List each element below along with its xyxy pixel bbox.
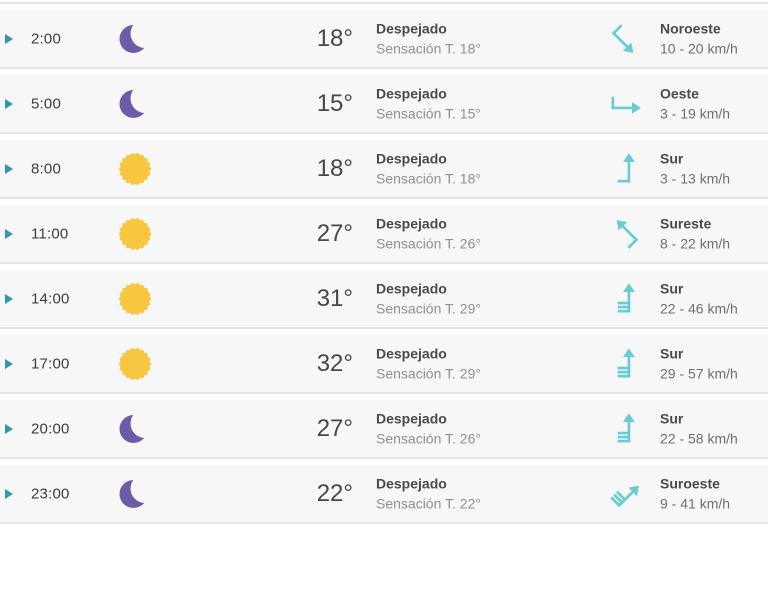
- condition-block: Despejado Sensación T. 26°: [376, 408, 481, 449]
- condition-block: Despejado Sensación T. 18°: [376, 18, 481, 59]
- temperature-value: 18°: [316, 24, 353, 52]
- feels-like-label: Sensación T. 26°: [376, 235, 481, 252]
- time-label: 8:00: [31, 160, 61, 177]
- forecast-table: 2:00 18° Despejado Sensación T. 18° Noro…: [0, 10, 768, 524]
- condition-label: Despejado: [376, 475, 447, 492]
- temperature-value: 22°: [316, 479, 353, 507]
- condition-label: Despejado: [376, 280, 447, 297]
- temperature-value: 31°: [316, 284, 353, 312]
- table-top-divider: [0, 2, 768, 4]
- expand-row-icon[interactable]: [5, 423, 13, 434]
- expand-row-icon[interactable]: [5, 293, 13, 304]
- temperature-value: 27°: [316, 219, 353, 247]
- wind-block: Sur 22 - 46 km/h: [660, 278, 738, 319]
- expand-row-icon[interactable]: [5, 228, 13, 239]
- temperature-value: 32°: [316, 349, 353, 377]
- wind-speed-label: 22 - 46 km/h: [660, 300, 738, 317]
- wind-direction-icon: [616, 219, 639, 249]
- forecast-row[interactable]: 8:00 18° Despejado Sensación T. 18° Sur …: [0, 140, 768, 199]
- wind-direction-label: Sur: [660, 280, 684, 297]
- forecast-row[interactable]: 2:00 18° Despejado Sensación T. 18° Noro…: [0, 10, 768, 69]
- wind-direction-label: Suroeste: [660, 475, 720, 492]
- wind-direction-icon: [617, 152, 635, 182]
- wind-block: Sur 3 - 13 km/h: [660, 148, 730, 189]
- wind-speed-label: 22 - 58 km/h: [660, 430, 738, 447]
- expand-row-icon[interactable]: [5, 358, 13, 369]
- condition-label: Despejado: [376, 345, 447, 362]
- wind-direction-icon: [610, 485, 639, 507]
- sun-icon: [118, 347, 152, 380]
- wind-direction-label: Noroeste: [660, 20, 721, 37]
- time-label: 17:00: [31, 355, 70, 372]
- expand-row-icon[interactable]: [5, 33, 13, 44]
- wind-direction-icon: [617, 282, 635, 312]
- wind-direction-icon: [611, 96, 641, 114]
- sun-icon: [118, 152, 152, 185]
- forecast-row[interactable]: 5:00 15° Despejado Sensación T. 15° Oest…: [0, 75, 768, 134]
- condition-label: Despejado: [376, 150, 447, 167]
- time-label: 11:00: [31, 225, 69, 242]
- forecast-row[interactable]: 20:00 27° Despejado Sensación T. 26° Sur…: [0, 400, 768, 459]
- wind-block: Noroeste 10 - 20 km/h: [660, 18, 738, 59]
- forecast-row[interactable]: 14:00 31° Despejado Sensación T. 29° Sur…: [0, 270, 768, 329]
- feels-like-label: Sensación T. 15°: [376, 105, 481, 122]
- wind-speed-label: 3 - 19 km/h: [660, 105, 731, 122]
- temperature-value: 18°: [316, 154, 353, 182]
- feels-like-label: Sensación T. 18°: [376, 170, 481, 187]
- wind-direction-icon: [611, 23, 634, 53]
- wind-speed-label: 29 - 57 km/h: [660, 365, 738, 382]
- wind-speed-label: 10 - 20 km/h: [660, 40, 738, 57]
- condition-label: Despejado: [376, 85, 447, 102]
- wind-block: Sureste 8 - 22 km/h: [660, 213, 730, 254]
- time-label: 14:00: [31, 290, 70, 307]
- condition-block: Despejado Sensación T. 15°: [376, 83, 481, 124]
- wind-direction-label: Sur: [660, 150, 684, 167]
- wind-direction-label: Sur: [660, 345, 684, 362]
- forecast-row[interactable]: 17:00 32° Despejado Sensación T. 29° Sur…: [0, 335, 768, 394]
- moon-icon: [119, 410, 153, 443]
- condition-label: Despejado: [376, 410, 447, 427]
- wind-direction-label: Sur: [660, 410, 684, 427]
- expand-row-icon[interactable]: [5, 163, 13, 174]
- wind-block: Suroeste 9 - 41 km/h: [660, 473, 730, 514]
- feels-like-label: Sensación T. 29°: [376, 300, 481, 317]
- forecast-row[interactable]: 11:00 27° Despejado Sensación T. 26° Sur…: [0, 205, 768, 264]
- time-label: 23:00: [31, 485, 70, 502]
- condition-label: Despejado: [376, 20, 447, 37]
- wind-direction-icon: [617, 412, 635, 442]
- condition-block: Despejado Sensación T. 29°: [376, 278, 481, 319]
- expand-row-icon[interactable]: [5, 98, 13, 109]
- temperature-value: 15°: [316, 89, 353, 117]
- feels-like-label: Sensación T. 29°: [376, 365, 481, 382]
- feels-like-label: Sensación T. 18°: [376, 40, 481, 57]
- condition-label: Despejado: [376, 215, 447, 232]
- wind-speed-label: 8 - 22 km/h: [660, 235, 731, 252]
- moon-icon: [119, 475, 153, 508]
- forecast-row[interactable]: 23:00 22° Despejado Sensación T. 22° Sur…: [0, 465, 768, 524]
- moon-icon: [119, 85, 153, 118]
- moon-icon: [119, 20, 153, 53]
- temperature-value: 27°: [316, 414, 353, 442]
- expand-row-icon[interactable]: [5, 488, 13, 499]
- condition-block: Despejado Sensación T. 18°: [376, 148, 481, 189]
- time-label: 20:00: [31, 420, 70, 437]
- time-label: 5:00: [31, 95, 61, 112]
- feels-like-label: Sensación T. 22°: [376, 495, 481, 512]
- condition-block: Despejado Sensación T. 29°: [376, 343, 481, 384]
- wind-block: Sur 29 - 57 km/h: [660, 343, 738, 384]
- wind-direction-label: Sureste: [660, 215, 712, 232]
- sun-icon: [118, 282, 152, 315]
- wind-speed-label: 9 - 41 km/h: [660, 495, 731, 512]
- time-label: 2:00: [31, 30, 61, 47]
- wind-block: Oeste 3 - 19 km/h: [660, 83, 730, 124]
- feels-like-label: Sensación T. 26°: [376, 430, 481, 447]
- wind-block: Sur 22 - 58 km/h: [660, 408, 738, 449]
- wind-direction-icon: [617, 347, 635, 377]
- wind-direction-label: Oeste: [660, 85, 699, 102]
- sun-icon: [118, 217, 152, 250]
- condition-block: Despejado Sensación T. 22°: [376, 473, 481, 514]
- wind-speed-label: 3 - 13 km/h: [660, 170, 731, 187]
- condition-block: Despejado Sensación T. 26°: [376, 213, 481, 254]
